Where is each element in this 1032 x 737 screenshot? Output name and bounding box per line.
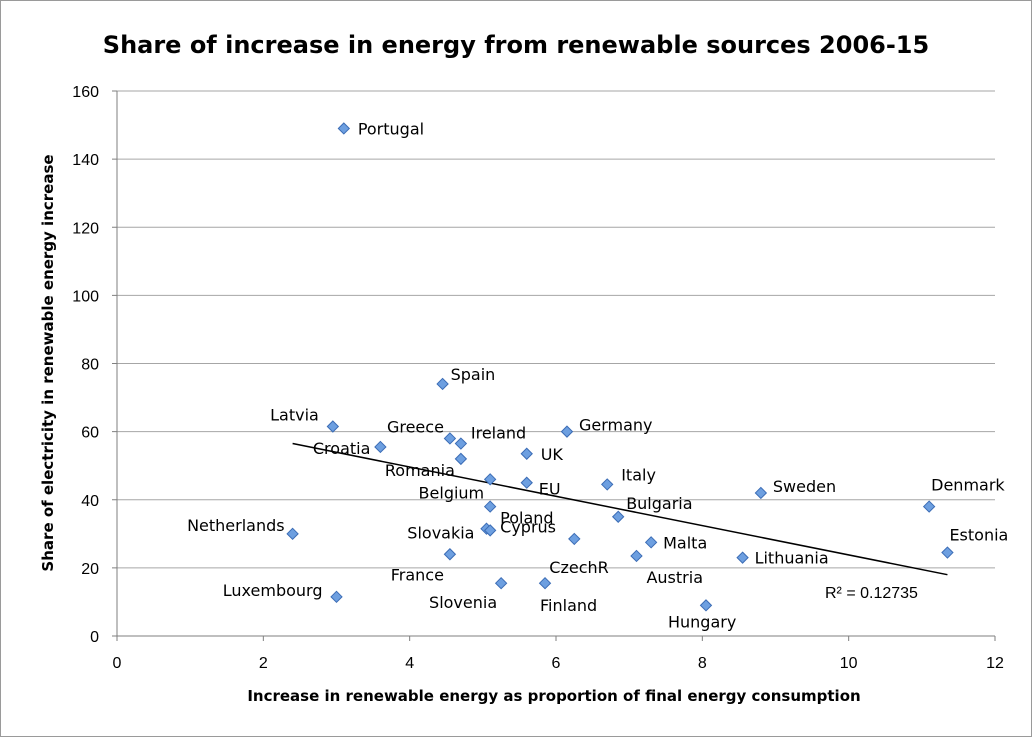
point-label-latvia: Latvia [270, 406, 319, 425]
x-axis-title: Increase in renewable energy as proporti… [247, 687, 860, 705]
data-point-slovenia [494, 576, 508, 590]
data-points [286, 122, 954, 612]
data-point-austria [630, 549, 643, 563]
data-point-estonia [941, 546, 954, 559]
y-tick-labels: 0 20 40 60 80 100 120 140 160 [72, 84, 99, 646]
y-tick-label: 0 [90, 629, 99, 646]
x-tick-label: 0 [113, 655, 122, 672]
data-point-finland [538, 576, 552, 590]
x-tick-label: 10 [840, 655, 858, 672]
data-point-czechr [568, 532, 581, 546]
point-label-slovenia: Slovenia [429, 593, 497, 612]
data-point-latvia [326, 420, 340, 433]
data-point-ireland [454, 437, 468, 450]
y-tick-label: 60 [81, 425, 99, 442]
y-tick-label: 20 [81, 561, 99, 578]
point-label-uk: UK [541, 445, 564, 464]
axes [112, 90, 996, 641]
data-point-bulgaria [611, 510, 625, 523]
gridlines [117, 90, 995, 569]
point-label-luxembourg: Luxembourg [223, 581, 323, 600]
y-tick-label: 140 [72, 152, 99, 169]
point-label-slovakia: Slovakia [407, 524, 474, 543]
point-label-greece: Greece [387, 417, 444, 436]
x-tick-label: 8 [698, 655, 707, 672]
r-squared-annotation: R² = 0.12735 [825, 585, 918, 602]
data-point-uk [520, 447, 533, 460]
data-point-belgium [483, 473, 497, 486]
x-tick-label: 2 [259, 655, 268, 672]
point-label-netherlands: Netherlands [187, 516, 285, 535]
point-label-hungary: Hungary [668, 612, 736, 631]
data-point-croatia [374, 440, 387, 454]
data-point-italy [601, 478, 614, 491]
data-point-greece [443, 432, 457, 445]
point-label-italy: Italy [621, 465, 656, 484]
point-label-czechr: CzechR [549, 558, 608, 577]
point-label-bulgaria: Bulgaria [626, 494, 692, 513]
point-label-ireland: Ireland [471, 424, 526, 443]
point-label-romania: Romania [385, 461, 455, 480]
y-tick-label: 160 [72, 84, 99, 101]
x-tick-label: 12 [986, 655, 1004, 672]
point-label-malta: Malta [663, 533, 707, 552]
point-labels: Portugal Spain Latvia Greece Ireland Germany C… [187, 119, 1008, 631]
point-label-germany: Germany [579, 416, 653, 435]
trendline-group [292, 442, 948, 576]
data-point-luxembourg [330, 590, 343, 604]
data-point-france [443, 548, 457, 561]
data-point-sweden [754, 486, 768, 500]
y-tick-label: 40 [81, 493, 99, 510]
data-point-hungary [699, 599, 713, 612]
y-tick-label: 100 [72, 288, 99, 305]
point-label-denmark: Denmark [931, 476, 1005, 495]
data-point-netherlands [286, 527, 299, 541]
trendline [292, 442, 948, 576]
point-label-poland: Poland [500, 509, 553, 528]
point-label-cyprus: Cyprus [500, 517, 556, 536]
chart-title: Share of increase in energy from renewab… [103, 31, 929, 59]
point-label-croatia: Croatia [313, 439, 371, 458]
point-label-lithuania: Lithuania [755, 549, 829, 568]
point-label-france: France [391, 565, 444, 584]
point-label-spain: Spain [451, 365, 496, 384]
y-tick-label: 80 [81, 357, 99, 374]
data-point-denmark [922, 500, 936, 513]
x-tick-label: 6 [552, 655, 561, 672]
data-point-malta [644, 536, 658, 549]
point-label-austria: Austria [646, 568, 703, 587]
data-point-germany [560, 425, 574, 438]
data-point-romania [454, 452, 468, 466]
y-tick-label: 120 [72, 220, 99, 237]
data-point-eu [520, 476, 533, 489]
point-label-finland: Finland [540, 596, 597, 615]
data-point-spain [436, 377, 449, 391]
point-label-estonia: Estonia [949, 526, 1008, 545]
point-label-sweden: Sweden [773, 477, 836, 496]
data-point-cyprus [483, 524, 497, 537]
point-label-belgium: Belgium [419, 483, 485, 502]
data-point-poland [483, 500, 497, 513]
x-tick-label: 4 [405, 655, 414, 672]
data-point-lithuania [736, 551, 749, 564]
x-tick-labels: 0 2 4 6 8 10 12 [113, 655, 1004, 672]
y-axis-title: Share of electricity in renewable energy… [39, 154, 57, 571]
point-label-portugal: Portugal [358, 119, 424, 138]
data-point-portugal [337, 122, 351, 135]
point-label-eu: EU [539, 480, 561, 499]
